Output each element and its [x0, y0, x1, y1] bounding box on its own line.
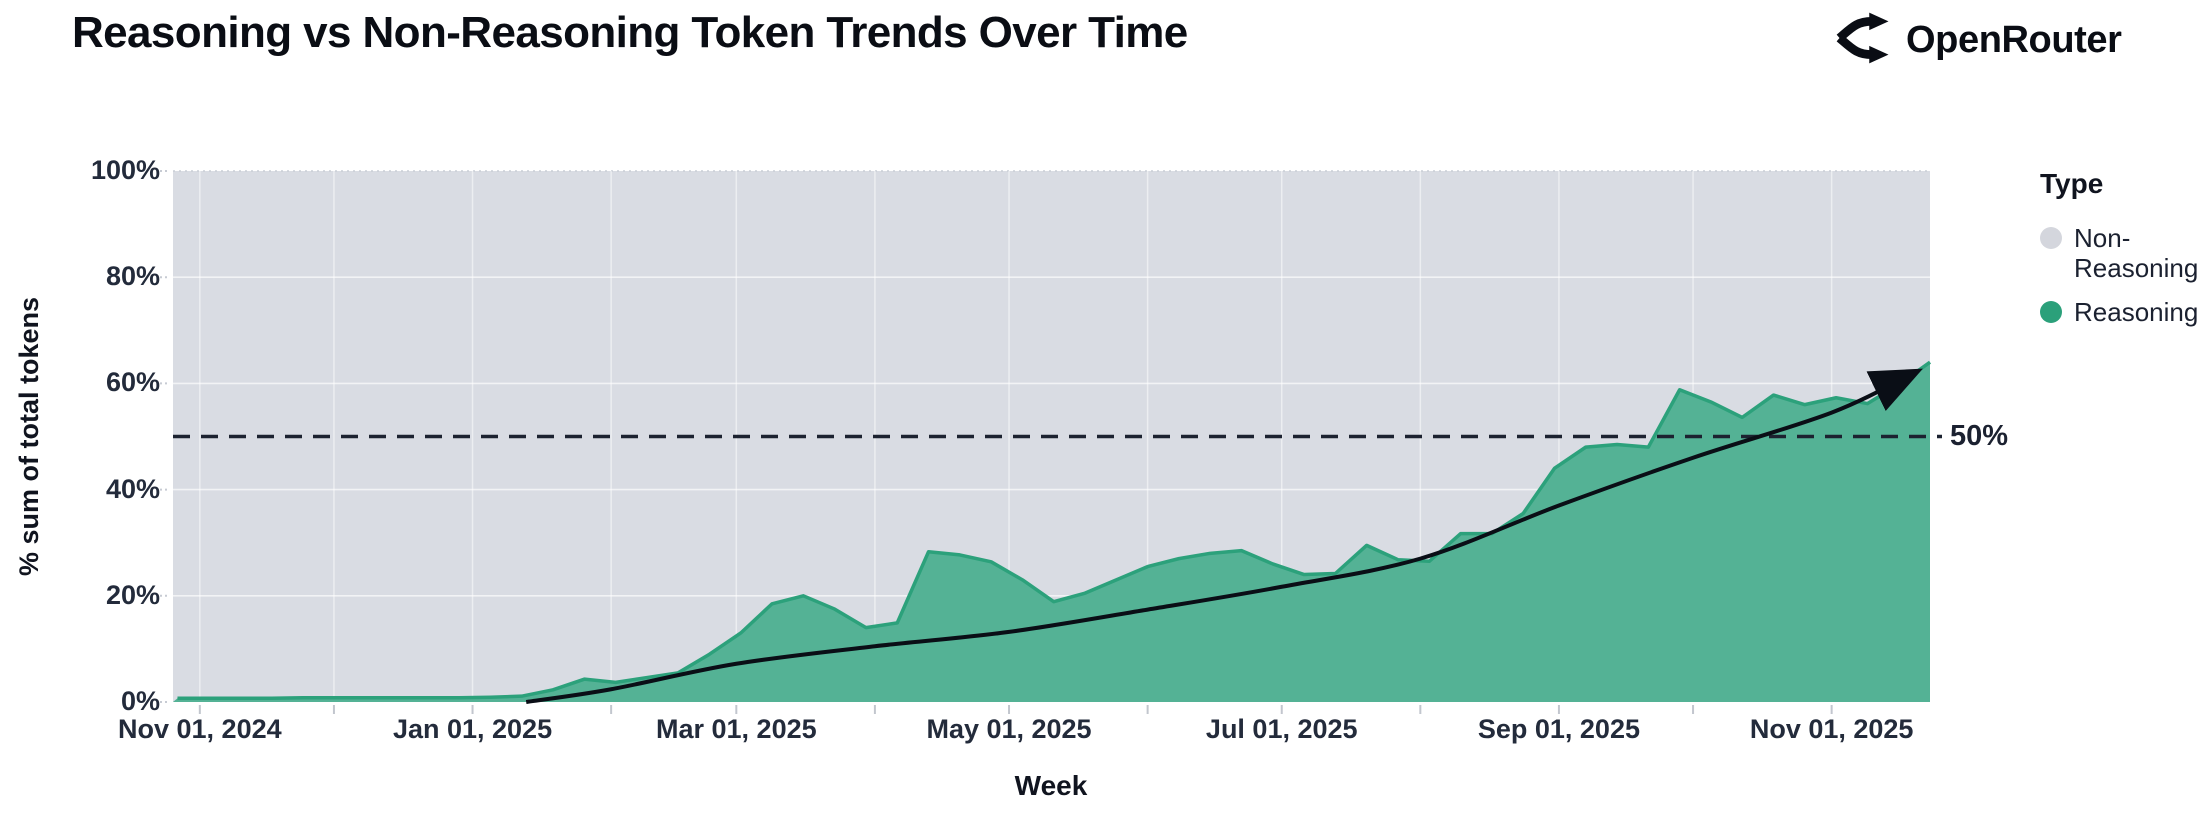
x-tick-label: Jan 01, 2025 — [392, 714, 553, 744]
legend-item-non-reasoning[interactable]: Non-Reasoning — [2040, 223, 2200, 284]
reasoning-area-border — [177, 360, 1932, 701]
x-tick-label: May 01, 2025 — [926, 714, 1092, 744]
legend-item-reasoning[interactable]: Reasoning — [2040, 297, 2200, 328]
reasoning-swatch-icon — [2040, 300, 2062, 323]
brand: OpenRouter — [1836, 10, 2122, 71]
trend-arrow — [525, 368, 1923, 704]
x-tick-label: Nov 01, 2025 — [1749, 714, 1914, 744]
reasoning-area — [173, 362, 1930, 702]
y-axis-title: % sum of total tokens — [14, 296, 45, 577]
y-tick-label: 100% — [90, 155, 160, 185]
y-tick-label: 40% — [105, 473, 160, 504]
fifty-percent-label: 50% — [1950, 419, 2009, 452]
y-tick-label: 0% — [120, 686, 160, 716]
x-tick-label: Nov 01, 2024 — [118, 714, 282, 744]
brand-name: OpenRouter — [1906, 19, 2122, 61]
x-axis-title: Week — [1014, 770, 1088, 801]
y-tick-label: 80% — [105, 261, 160, 292]
y-tick-label: 60% — [105, 367, 160, 398]
openrouter-logo-icon — [1836, 10, 1892, 71]
x-tick-label: Jul 01, 2025 — [1205, 714, 1358, 744]
x-tick-label: Sep 01, 2025 — [1477, 714, 1640, 744]
legend: Type Non-Reasoning Reasoning — [2040, 168, 2200, 342]
legend-title: Type — [2040, 168, 2104, 199]
non-reasoning-swatch-icon — [2040, 227, 2062, 249]
x-tick-label: Mar 01, 2025 — [656, 714, 817, 744]
page-title: Reasoning vs Non-Reasoning Token Trends … — [72, 8, 1188, 57]
y-tick-label: 20% — [105, 579, 160, 610]
axis-tick-marks — [160, 170, 1833, 714]
